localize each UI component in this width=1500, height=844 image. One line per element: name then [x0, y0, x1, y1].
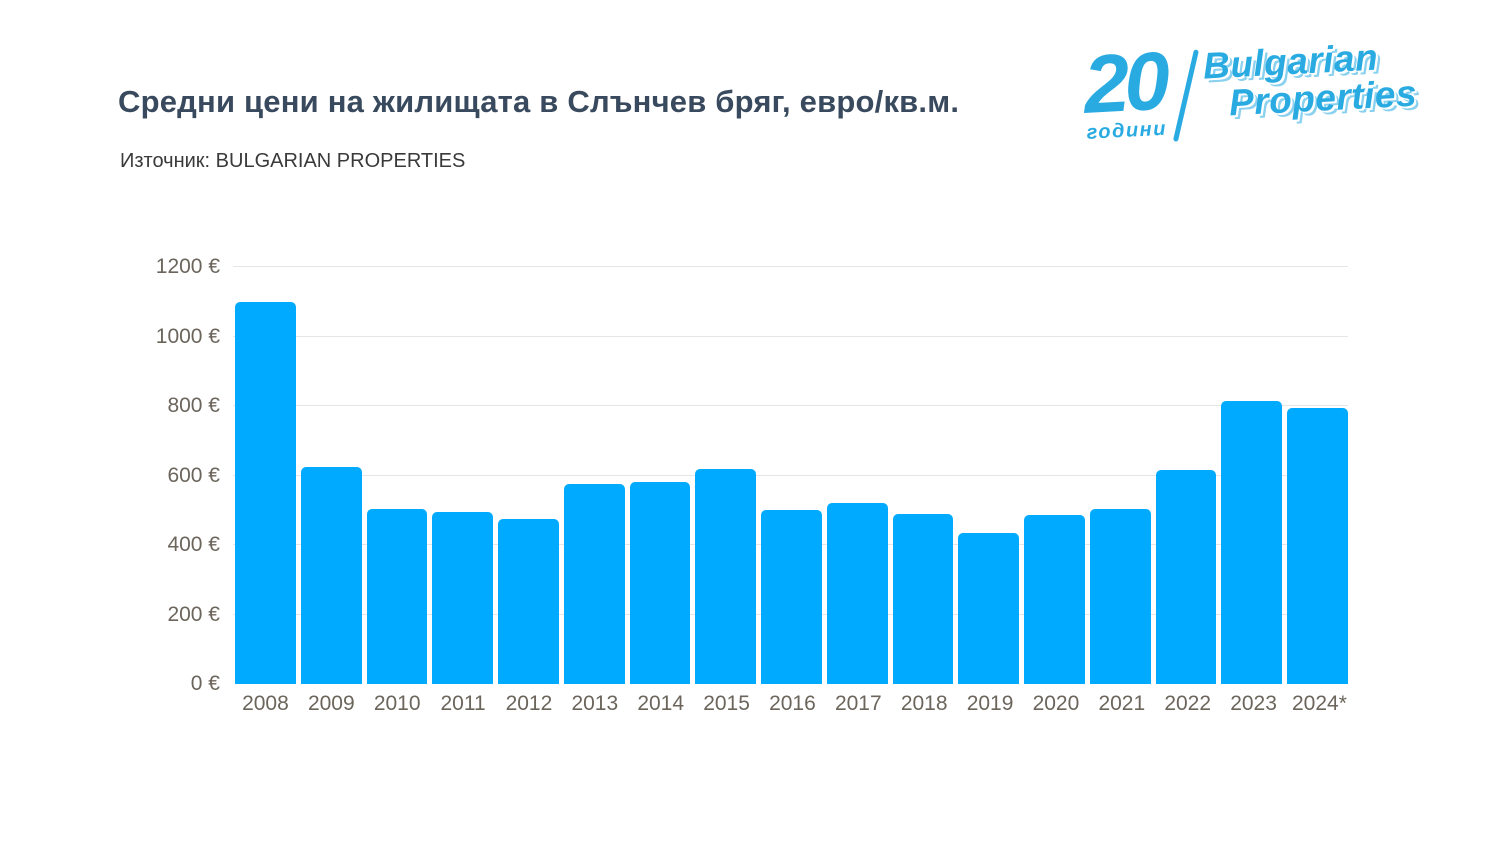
bar-2018	[892, 513, 954, 684]
bar-2015	[695, 468, 757, 684]
plot-area	[233, 266, 1349, 684]
bar-2017	[826, 503, 888, 684]
x-tick-2023: 2023	[1230, 692, 1277, 715]
logo-anniversary-block: 20 години	[1081, 35, 1168, 145]
bar-2012	[498, 518, 559, 684]
y-tick-600: 600 €	[167, 463, 220, 487]
bar-series	[235, 267, 1349, 684]
logo-slash-divider	[1173, 49, 1200, 142]
bar-2008	[235, 301, 296, 684]
gridline-1000	[233, 335, 1348, 337]
logo-brand-name: Bulgarian Properties	[1202, 37, 1418, 124]
y-tick-200: 200 €	[167, 602, 220, 626]
x-tick-2015: 2015	[703, 692, 750, 715]
source-label: Източник: BULGARIAN PROPERTIES	[120, 150, 466, 172]
bar-2010	[366, 508, 428, 684]
x-tick-2014: 2014	[637, 692, 685, 715]
logo-years-word: години	[1086, 117, 1168, 145]
page-title: Средни цени на жилищата в Слънчев бряг, …	[118, 84, 960, 119]
x-tick-2010: 2010	[373, 692, 421, 715]
x-tick-2018: 2018	[900, 692, 948, 715]
bar-2019	[958, 532, 1020, 684]
bar-2014	[629, 482, 691, 684]
bar-2024	[1287, 407, 1349, 684]
logo-brand-line2: Properties	[1227, 72, 1418, 124]
x-tick-2013: 2013	[571, 692, 619, 715]
bar-2023	[1221, 400, 1283, 684]
y-tick-0: 0 €	[190, 672, 220, 695]
bar-2011	[432, 512, 494, 684]
gridline-1200	[233, 266, 1348, 267]
y-tick-1200: 1200 €	[155, 255, 220, 278]
x-tick-2024: 2024*	[1291, 692, 1347, 715]
x-tick-2022: 2022	[1164, 692, 1212, 715]
x-tick-2008: 2008	[242, 692, 289, 715]
bar-2016	[761, 510, 822, 684]
x-tick-2016: 2016	[769, 692, 816, 715]
gridline-600	[233, 474, 1348, 476]
x-tick-2012: 2012	[505, 692, 553, 715]
x-tick-2011: 2011	[440, 692, 486, 715]
y-axis-labels: 0 € 200 € 400 € 600 € 800 € 1000 € 1200 €	[80, 255, 220, 695]
bar-2013	[563, 484, 625, 684]
y-tick-400: 400 €	[167, 533, 220, 556]
x-tick-2021: 2021	[1098, 692, 1146, 715]
bar-2020	[1024, 515, 1085, 684]
x-tick-2017: 2017	[834, 692, 882, 715]
x-tick-2009: 2009	[307, 692, 355, 715]
x-tick-2020: 2020	[1032, 692, 1080, 715]
x-tick-2019: 2019	[966, 692, 1014, 715]
gridline-800	[233, 405, 1348, 406]
bar-2009	[300, 466, 362, 684]
bar-2022	[1155, 470, 1217, 684]
bar-2021	[1089, 508, 1151, 684]
brand-logo: 20 години Bulgarian Properties	[1081, 35, 1419, 148]
logo-20-number: 20	[1081, 35, 1168, 131]
y-tick-1000: 1000 €	[155, 324, 220, 348]
x-axis-labels: 2008 2009 2010 2011 2012 2013 2014 2015 2016 2017…	[235, 692, 1350, 716]
y-tick-800: 800 €	[167, 394, 220, 417]
